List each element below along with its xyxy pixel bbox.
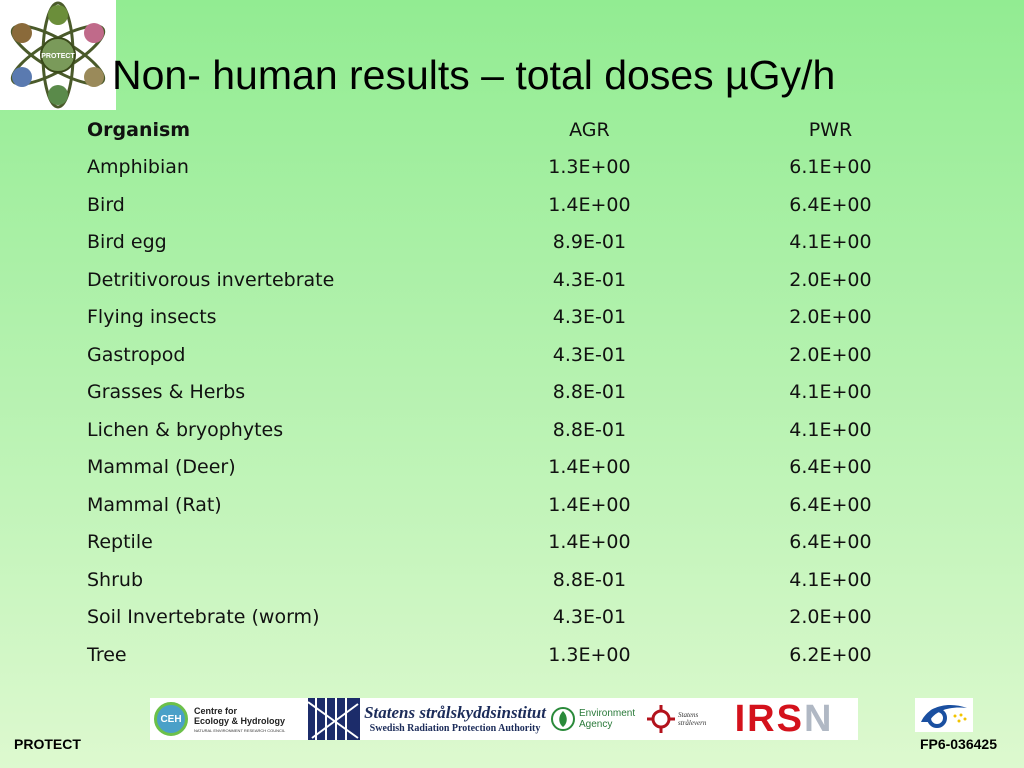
organism-cell: Bird egg (87, 231, 167, 254)
table-row: Flying insects 4.3E-01 2.0E+00 (82, 299, 960, 337)
table-header-row: Organism AGR PWR (82, 111, 960, 149)
table-row: Gastropod 4.3E-01 2.0E+00 (82, 336, 960, 374)
agr-dose-cell: 4.3E-01 (552, 268, 627, 291)
agr-dose-cell: 8.8E-01 (552, 568, 627, 591)
organism-cell: Flying insects (87, 306, 217, 329)
agr-dose-cell: 4.3E-01 (552, 306, 627, 329)
ceh-logo-icon: CEH Centre for Ecology & Hydrology NATUR… (150, 698, 308, 740)
statens-stralevern-logo-icon: Statens strålevern (646, 704, 710, 734)
ssi-logo-text: Statens strålskyddsinstitut Swedish Radi… (360, 703, 550, 735)
protect-logo-icon: PROTECT (0, 0, 116, 110)
table-row: Amphibian 1.3E+00 6.1E+00 (82, 149, 960, 187)
irsn-logo-letters: IRS (734, 698, 804, 740)
ceh-council-line: NATURAL ENVIRONMENT RESEARCH COUNCIL (194, 727, 286, 733)
irsn-logo-last-letter: N (803, 698, 834, 740)
pwr-dose-cell: 6.4E+00 (789, 531, 872, 554)
pwr-dose-cell: 6.1E+00 (789, 156, 872, 179)
organism-cell: Soil Invertebrate (worm) (87, 606, 320, 629)
pwr-dose-cell: 2.0E+00 (789, 306, 872, 329)
pwr-dose-cell: 2.0E+00 (789, 268, 872, 291)
irsn-logo: IRSN (710, 698, 858, 740)
organism-cell: Amphibian (87, 156, 189, 179)
header-agr: AGR (569, 118, 610, 141)
footer-contract-number: FP6-036425 (919, 736, 997, 752)
table-row: Soil Invertebrate (worm) 4.3E-01 2.0E+00 (82, 599, 960, 637)
organism-cell: Tree (87, 643, 127, 666)
ceh-name-line1: Centre for (194, 705, 238, 716)
table-row: Mammal (Deer) 1.4E+00 6.4E+00 (82, 449, 960, 487)
agr-dose-cell: 8.8E-01 (552, 381, 627, 404)
organism-cell: Lichen & bryophytes (87, 418, 284, 441)
svg-text:PROTECT: PROTECT (41, 53, 75, 60)
table-row: Grasses & Herbs 8.8E-01 4.1E+00 (82, 374, 960, 412)
partner-logos-strip: CEH Centre for Ecology & Hydrology NATUR… (150, 698, 858, 740)
dose-results-table: Organism AGR PWR Amphibian 1.3E+00 6.1E+… (82, 111, 960, 674)
agr-dose-cell: 4.3E-01 (552, 606, 627, 629)
table-row: Bird 1.4E+00 6.4E+00 (82, 186, 960, 224)
ea-name-line2: Agency (579, 719, 613, 730)
ssi-logo-icon (308, 698, 360, 740)
ssv-name-line2: strålevern (678, 719, 707, 727)
table-row: Bird egg 8.9E-01 4.1E+00 (82, 224, 960, 262)
pwr-dose-cell: 6.4E+00 (789, 493, 872, 516)
ssv-name-line1: Statens (678, 711, 699, 719)
ssi-name-english: Swedish Radiation Protection Authority (369, 723, 541, 734)
organism-cell: Mammal (Deer) (87, 456, 236, 479)
organism-cell: Detritivorous invertebrate (87, 268, 335, 291)
environment-agency-emblem (551, 707, 575, 731)
stralevern-emblem (647, 705, 675, 733)
fp6-logo-icon (915, 698, 973, 732)
organism-cell: Reptile (87, 531, 153, 554)
agr-dose-cell: 1.4E+00 (548, 493, 631, 516)
pwr-dose-cell: 2.0E+00 (789, 606, 872, 629)
table-row: Shrub 8.8E-01 4.1E+00 (82, 561, 960, 599)
organism-cell: Mammal (Rat) (87, 493, 222, 516)
ssi-name-swedish: Statens strålskyddsinstitut (364, 703, 546, 722)
agr-dose-cell: 1.4E+00 (548, 456, 631, 479)
table-row: Lichen & bryophytes 8.8E-01 4.1E+00 (82, 411, 960, 449)
pwr-dose-cell: 4.1E+00 (789, 381, 872, 404)
ea-name-line1: Environment (579, 708, 636, 719)
agr-dose-cell: 1.3E+00 (548, 643, 631, 666)
organism-cell: Gastropod (87, 343, 186, 366)
ceh-emblem: CEH (154, 702, 188, 736)
agr-dose-cell: 8.8E-01 (552, 418, 627, 441)
pwr-dose-cell: 4.1E+00 (789, 231, 872, 254)
organism-cell: Bird (87, 193, 125, 216)
agr-dose-cell: 1.4E+00 (548, 531, 631, 554)
table-row: Tree 1.3E+00 6.2E+00 (82, 636, 960, 674)
pwr-dose-cell: 4.1E+00 (789, 418, 872, 441)
agr-dose-cell: 1.4E+00 (548, 193, 631, 216)
table-row: Mammal (Rat) 1.4E+00 6.4E+00 (82, 486, 960, 524)
pwr-dose-cell: 2.0E+00 (789, 343, 872, 366)
header-pwr: PWR (808, 118, 853, 141)
slide-title: Non- human results – total doses µGy/h (112, 52, 836, 98)
ceh-name-line2: Ecology & Hydrology (194, 715, 286, 726)
pwr-dose-cell: 6.4E+00 (789, 193, 872, 216)
table-row: Detritivorous invertebrate 4.3E-01 2.0E+… (82, 261, 960, 299)
header-organism: Organism (87, 118, 191, 141)
environment-agency-logo-icon: Environment Agency (550, 706, 646, 732)
organism-cell: Shrub (87, 568, 144, 591)
agr-dose-cell: 1.3E+00 (548, 156, 631, 179)
pwr-dose-cell: 6.4E+00 (789, 456, 872, 479)
pwr-dose-cell: 6.2E+00 (789, 643, 872, 666)
organism-cell: Grasses & Herbs (87, 381, 246, 404)
footer-project-name: PROTECT (14, 736, 81, 752)
pwr-dose-cell: 4.1E+00 (789, 568, 872, 591)
table-row: Reptile 1.4E+00 6.4E+00 (82, 524, 960, 562)
agr-dose-cell: 8.9E-01 (552, 231, 627, 254)
agr-dose-cell: 4.3E-01 (552, 343, 627, 366)
